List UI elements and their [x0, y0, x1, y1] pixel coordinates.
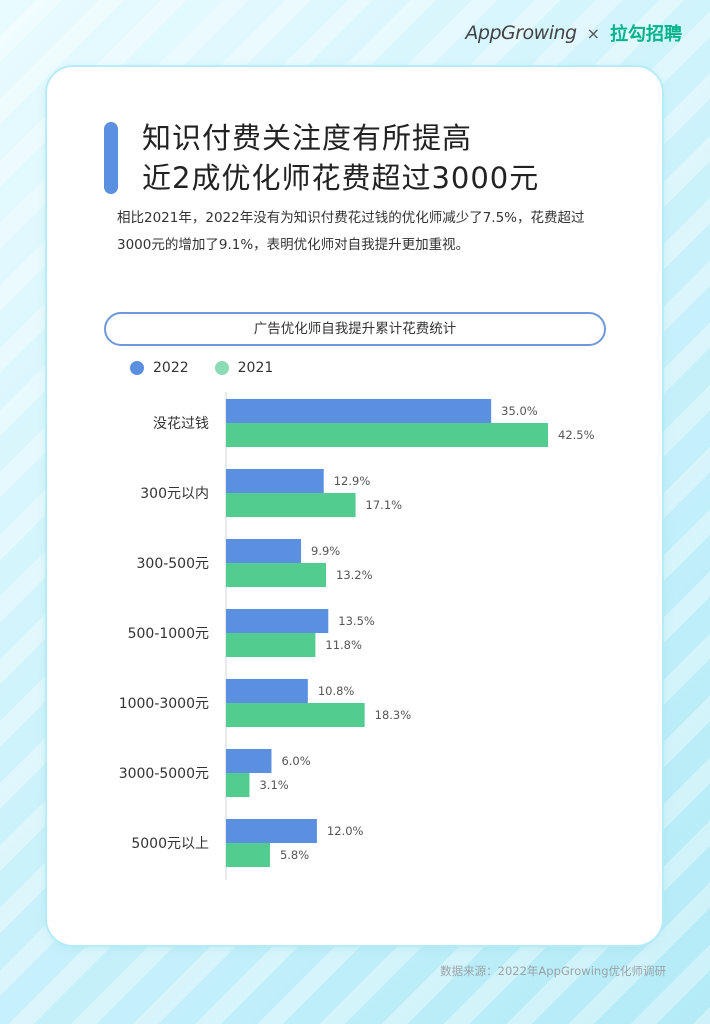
legend-item-2021: 2021 — [214, 360, 274, 376]
bar-2021-3 — [226, 633, 316, 657]
legend-swatch-2021 — [214, 361, 229, 375]
category-label: 1000-3000元 — [119, 696, 209, 712]
description-text: 相比2021年，2022年没有为知识付费花过钱的优化师减少了7.5%，花费超过3… — [117, 210, 585, 253]
category-label: 300元以内 — [140, 486, 209, 502]
data-label-2021: 17.1% — [366, 498, 403, 512]
title-line-1: 知识付费关注度有所提高 — [142, 121, 473, 155]
category-label: 3000-5000元 — [119, 766, 209, 782]
data-label-2022: 12.0% — [327, 824, 364, 838]
data-label-2021: 42.5% — [558, 428, 595, 442]
title-line-2: 近2成优化师花费超过3000元 — [142, 161, 540, 195]
data-label-2021: 18.3% — [375, 708, 412, 722]
page-title: 知识付费关注度有所提高 近2成优化师花费超过3000元 — [142, 118, 539, 198]
bar-2022-2 — [226, 539, 302, 563]
category-label: 5000元以上 — [131, 836, 209, 852]
legend-item-2022: 2022 — [130, 360, 189, 376]
brand-separator: × — [586, 23, 600, 43]
data-label-2021: 5.8% — [280, 848, 309, 862]
bar-2021-5 — [226, 773, 250, 797]
data-label-2022: 10.8% — [318, 684, 355, 698]
data-label-2021: 13.2% — [336, 568, 373, 582]
lagou-logo: 拉勾招聘 — [610, 24, 682, 45]
bar-2021-6 — [226, 843, 270, 867]
data-label-2021: 3.1% — [259, 778, 288, 792]
bar-2022-1 — [226, 469, 324, 493]
category-label: 没花过钱 — [153, 416, 209, 432]
legend-label-2022: 2022 — [153, 360, 189, 376]
bar-2021-0 — [226, 423, 548, 447]
brand-header: AppGrowing × 拉勾招聘 — [465, 20, 682, 46]
data-label-2022: 9.9% — [311, 544, 340, 558]
headline-accent-bar — [104, 122, 118, 194]
data-label-2021: 11.8% — [325, 638, 362, 652]
bar-2021-1 — [226, 493, 356, 517]
appgrowing-logo: AppGrowing — [465, 22, 577, 44]
bar-2022-3 — [226, 609, 329, 633]
bar-2022-0 — [226, 399, 492, 423]
chart-legend: 2022 2021 — [130, 360, 273, 376]
bar-2022-4 — [226, 679, 308, 703]
category-label: 300-500元 — [137, 556, 210, 572]
legend-label-2021: 2021 — [237, 360, 274, 376]
data-label-2022: 35.0% — [501, 404, 538, 418]
data-label-2022: 6.0% — [281, 754, 310, 768]
data-source-note: 数据来源：2022年AppGrowing优化师调研 — [440, 964, 666, 978]
legend-swatch-2022 — [130, 361, 144, 375]
category-label: 500-1000元 — [128, 626, 209, 642]
bar-2021-2 — [226, 563, 327, 587]
bar-2022-5 — [226, 749, 272, 773]
data-label-2022: 13.5% — [338, 614, 375, 628]
data-label-2022: 12.9% — [334, 474, 371, 488]
bar-2022-6 — [226, 819, 317, 843]
bar-2021-4 — [226, 703, 365, 727]
chart-title: 广告优化师自我提升累计花费统计 — [104, 312, 606, 346]
